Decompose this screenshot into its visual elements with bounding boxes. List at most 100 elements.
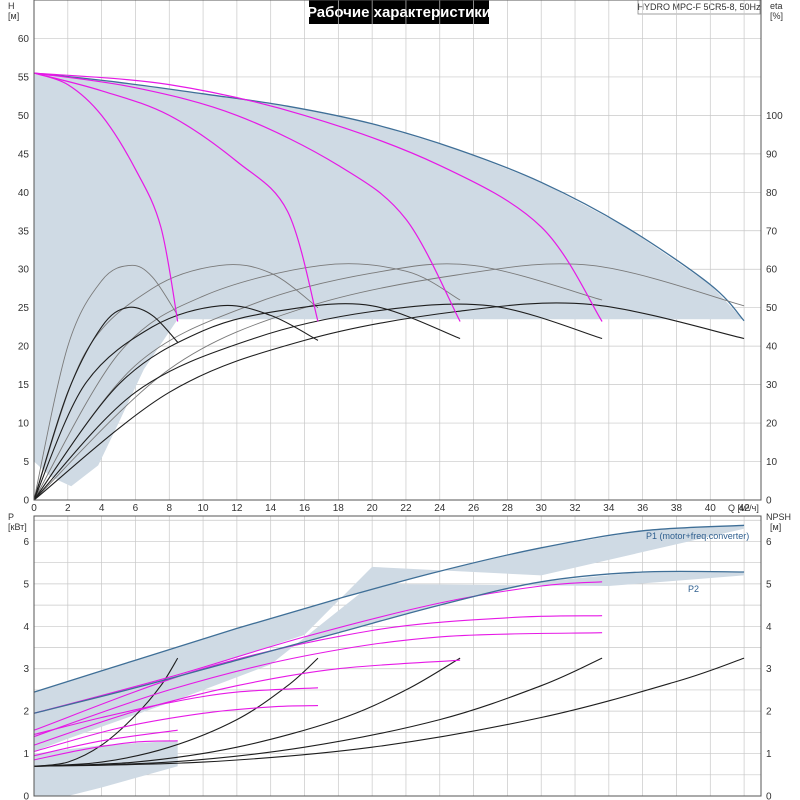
chart-title: Рабочие характеристики (307, 4, 491, 21)
power-curve-3 (33, 659, 461, 746)
y-tick-label-p: 6 (23, 537, 29, 548)
x-tick-label: 10 (198, 503, 210, 514)
x-tick-label: 20 (367, 503, 379, 514)
power-curve-6 (33, 581, 603, 714)
p1-label: P1 (motor+freq.converter) (646, 531, 749, 541)
efficiency-curve-gray-1 (33, 264, 179, 501)
x-tick-label: 34 (603, 503, 615, 514)
efficiency-curve-3 (33, 303, 461, 501)
p1-curve (33, 524, 745, 693)
y2-tick-label-eta: 20 (766, 419, 778, 430)
x-tick-label: 4 (99, 503, 105, 514)
y-tick-label-h: 50 (18, 111, 30, 122)
npsh-curve-5 (33, 657, 745, 767)
x-tick-label: 28 (502, 503, 514, 514)
y2-tick-label-eta: 70 (766, 226, 778, 237)
y-tick-label-p: 5 (23, 579, 29, 590)
y-tick-label-h: 25 (18, 303, 30, 314)
model-tag-box (637, 0, 761, 15)
npsh-curve-3 (33, 657, 461, 767)
power-curve-8 (33, 729, 178, 757)
power-npsh-chart: 0 1 2 3 4 5 6 0 1 2 3 4 5 6 P [кВт] NPSH [м] P1 (moto… (8, 512, 791, 800)
y2-axis-unit-eta: [%] (770, 11, 783, 21)
y2-tick-label-npsh: 3 (766, 664, 772, 675)
upper-curves (33, 72, 745, 501)
y-tick-label-h: 15 (18, 380, 30, 391)
lower-frame (33, 515, 762, 797)
x-tick-label: 6 (133, 503, 139, 514)
y-tick-label-h: 35 (18, 226, 30, 237)
x-tick-label: 16 (299, 503, 311, 514)
head-curve-4 (33, 72, 603, 322)
p2-curve (33, 570, 745, 714)
y-tick-label-p: 0 (23, 792, 29, 800)
p2-label: P2 (688, 584, 699, 594)
head-curve-1 (33, 72, 179, 322)
y-tick-label-h: 0 (23, 496, 29, 507)
x-tick-label: 26 (468, 503, 480, 514)
power-curve-5 (33, 615, 603, 731)
y2-tick-label-eta: 0 (766, 496, 772, 507)
power-curve-7 (33, 687, 319, 736)
y2-tick-label-eta: 100 (766, 111, 783, 122)
lower-curves (33, 524, 745, 767)
x-tick-label: 22 (400, 503, 412, 514)
y-tick-label-h: 60 (18, 34, 30, 45)
efficiency-curve-1 (33, 306, 179, 501)
y-tick-label-p: 4 (23, 622, 29, 633)
npsh-curve-2 (33, 657, 319, 767)
x-tick-label: 38 (671, 503, 683, 514)
head-curve-3 (33, 72, 461, 322)
y2-tick-label-npsh: 2 (766, 707, 772, 718)
power-curve-4 (33, 632, 603, 738)
x-axis-label-q: Q [м³/ч] (728, 503, 759, 513)
y-tick-label-h: 45 (18, 149, 30, 160)
y2-tick-label-eta: 30 (766, 380, 778, 391)
upper-envelope (33, 72, 745, 487)
y-axis-label-p: P (8, 512, 14, 522)
y-tick-label-h: 55 (18, 72, 30, 83)
x-tick-label: 30 (536, 503, 548, 514)
x-tick-label: 32 (569, 503, 581, 514)
efficiency-curve-2 (33, 304, 319, 501)
y-tick-label-h: 20 (18, 342, 30, 353)
y2-tick-label-npsh: 4 (766, 622, 772, 633)
y2-tick-label-eta: 50 (766, 303, 778, 314)
x-tick-label: 12 (231, 503, 243, 514)
efficiency-curve-gray-4 (33, 263, 603, 501)
efficiency-curve-gray-5 (33, 263, 745, 501)
x-tick-label: 42 (739, 503, 751, 514)
upper-tick-labels: 0 2 4 6 8 10 12 14 16 18 20 22 24 26 28 30 32 34 36 38 40 420… (18, 34, 783, 514)
y-axis-unit-h: [м] (8, 11, 19, 21)
y2-axis-label-npsh: NPSH (766, 512, 791, 522)
x-tick-label: 8 (166, 503, 172, 514)
head-efficiency-chart: 0 2 4 6 8 10 12 14 16 18 20 22 24 26 28 30 32 34 36 38 40 420… (8, 0, 783, 514)
y-tick-label-p: 2 (23, 707, 29, 718)
x-tick-label: 18 (333, 503, 345, 514)
upper-frame (33, 0, 762, 501)
y-tick-label-p: 1 (23, 749, 29, 760)
title-background (309, 0, 489, 24)
efficiency-curve-gray-3 (33, 263, 461, 501)
x-tick-label: 0 (31, 503, 37, 514)
y2-tick-label-npsh: 1 (766, 749, 772, 760)
power-curve-2 (33, 705, 319, 753)
y-axis-unit-p: [кВт] (8, 522, 27, 532)
power-band-low (34, 740, 178, 796)
head-curve-2 (33, 72, 319, 322)
y-tick-label-h: 5 (23, 457, 29, 468)
y2-tick-label-eta: 10 (766, 457, 778, 468)
efficiency-curve-5 (33, 302, 745, 501)
x-tick-label: 14 (265, 503, 277, 514)
operating-envelope (34, 73, 745, 487)
x-tick-label: 2 (65, 503, 71, 514)
x-tick-label: 40 (705, 503, 717, 514)
y2-tick-label-npsh: 6 (766, 537, 772, 548)
y2-tick-label-npsh: 5 (766, 579, 772, 590)
y2-tick-label-eta: 80 (766, 188, 778, 199)
y-axis-label-h: H (8, 1, 15, 11)
y2-tick-label-eta: 90 (766, 149, 778, 160)
npsh-curve-1 (33, 657, 179, 767)
y2-axis-label-eta: eta (770, 1, 783, 11)
npsh-curve-4 (33, 657, 603, 767)
